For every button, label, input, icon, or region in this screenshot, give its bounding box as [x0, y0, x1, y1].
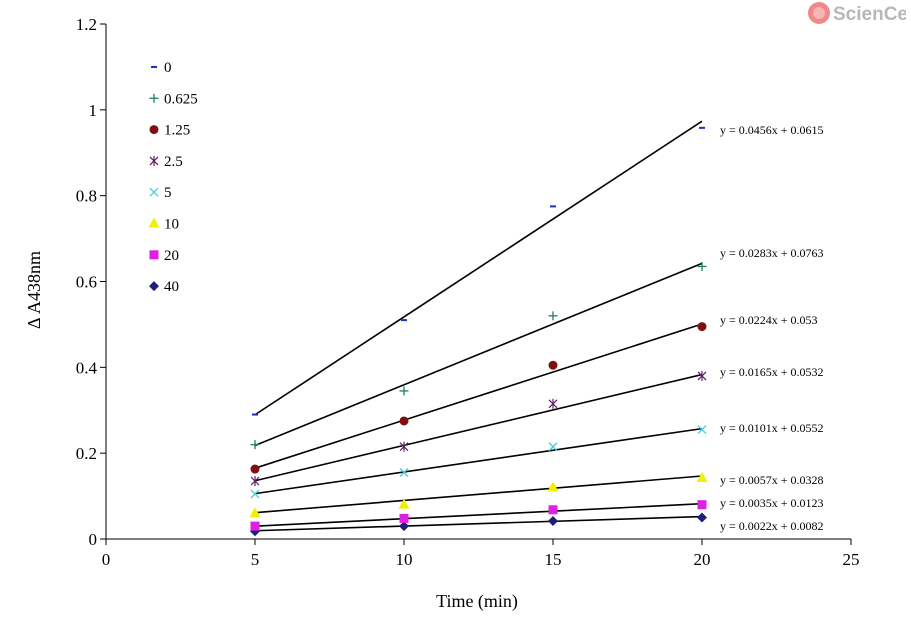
data-point	[548, 505, 558, 515]
y-tick-label: 0.6	[76, 273, 97, 292]
data-point	[697, 512, 707, 523]
x-tick-label: 0	[102, 550, 111, 569]
legend-label: 1.25	[164, 123, 190, 139]
data-point	[697, 500, 707, 510]
legend-marker	[149, 250, 159, 260]
x-tick-label: 10	[396, 550, 413, 569]
trendline-equation-2.5: y = 0.0165x + 0.0532	[720, 365, 824, 379]
data-point	[399, 468, 409, 477]
data-point	[399, 513, 409, 523]
data-point	[547, 481, 559, 492]
data-point	[696, 472, 708, 483]
data-point	[697, 261, 707, 271]
trendline-equation-10: y = 0.0057x + 0.0328	[720, 473, 824, 487]
data-point	[697, 425, 707, 435]
trendline-equation-40: y = 0.0022x + 0.0082	[720, 519, 824, 533]
y-tick-label: 1.2	[76, 15, 97, 34]
data-point	[548, 442, 558, 452]
y-tick-label: 0.2	[76, 444, 97, 463]
data-points	[249, 126, 708, 537]
legend-marker	[149, 187, 159, 197]
legend-label: 40	[164, 279, 179, 295]
trendline-10	[254, 475, 703, 514]
data-point	[548, 360, 558, 370]
trendline-equation-1.25: y = 0.0224x + 0.053	[720, 313, 818, 327]
data-point	[250, 476, 260, 487]
x-axis-title: Time (min)	[436, 591, 518, 612]
brand-logo: ScienCell	[808, 2, 906, 25]
trendline-0	[254, 120, 703, 416]
data-point	[249, 507, 261, 518]
data-point	[250, 464, 260, 474]
data-point	[399, 416, 409, 426]
legend: 0 0.625 1.25 2.5 5 10 20 40	[148, 60, 198, 295]
trendline-5	[254, 427, 703, 495]
axes: 0 0.2 0.4 0.6 0.8 1 1.2 0 5 10 15 20 25	[76, 15, 860, 569]
x-tick-label: 15	[545, 550, 562, 569]
legend-marker	[149, 93, 159, 103]
trendline-equation-0: y = 0.0456x + 0.0615	[720, 123, 824, 137]
trendline-equation-5: y = 0.0101x + 0.0552	[720, 421, 824, 435]
trendline-40	[254, 515, 703, 532]
logo-emblem-inner-icon	[813, 7, 825, 19]
legend-label: 2.5	[164, 154, 183, 170]
trendline-equations: y = 0.0022x + 0.0082 y = 0.0035x + 0.0123…	[720, 123, 824, 533]
x-tick-label: 25	[843, 550, 860, 569]
data-point	[399, 521, 409, 532]
trendline-1.25	[254, 323, 703, 469]
data-point	[548, 515, 558, 526]
legend-marker	[148, 217, 160, 228]
data-point	[399, 441, 409, 452]
legend-label: 10	[164, 217, 179, 233]
data-point	[697, 322, 707, 332]
y-tick-label: 0.4	[76, 358, 98, 377]
x-tick-label: 5	[251, 550, 260, 569]
legend-label: 20	[164, 248, 179, 264]
trendlines	[254, 120, 703, 532]
trendline-equation-0.625: y = 0.0283x + 0.0763	[720, 246, 824, 260]
legend-label: 0	[164, 60, 172, 76]
trendline-2.5	[254, 373, 703, 482]
trendline-20	[254, 502, 703, 528]
legend-marker	[149, 281, 159, 292]
trendline-equation-20: y = 0.0035x + 0.0123	[720, 496, 824, 510]
y-axis-title: Δ A438nm	[24, 251, 44, 329]
data-point	[548, 398, 558, 409]
data-point	[250, 521, 260, 531]
data-point	[250, 489, 260, 499]
data-point	[697, 370, 707, 381]
y-tick-label: 0	[89, 530, 98, 549]
legend-marker	[149, 125, 159, 135]
legend-label: 0.625	[164, 91, 198, 107]
y-tick-label: 0.8	[76, 187, 97, 206]
trendline-0.625	[254, 262, 703, 447]
data-point	[250, 440, 260, 450]
data-point	[548, 311, 558, 321]
logo-text: ScienCell	[833, 4, 906, 25]
legend-marker	[149, 155, 159, 166]
data-point	[399, 386, 409, 396]
x-tick-label: 20	[694, 550, 711, 569]
legend-label: 5	[164, 185, 172, 201]
data-point	[398, 498, 410, 509]
y-tick-label: 1	[89, 101, 98, 120]
